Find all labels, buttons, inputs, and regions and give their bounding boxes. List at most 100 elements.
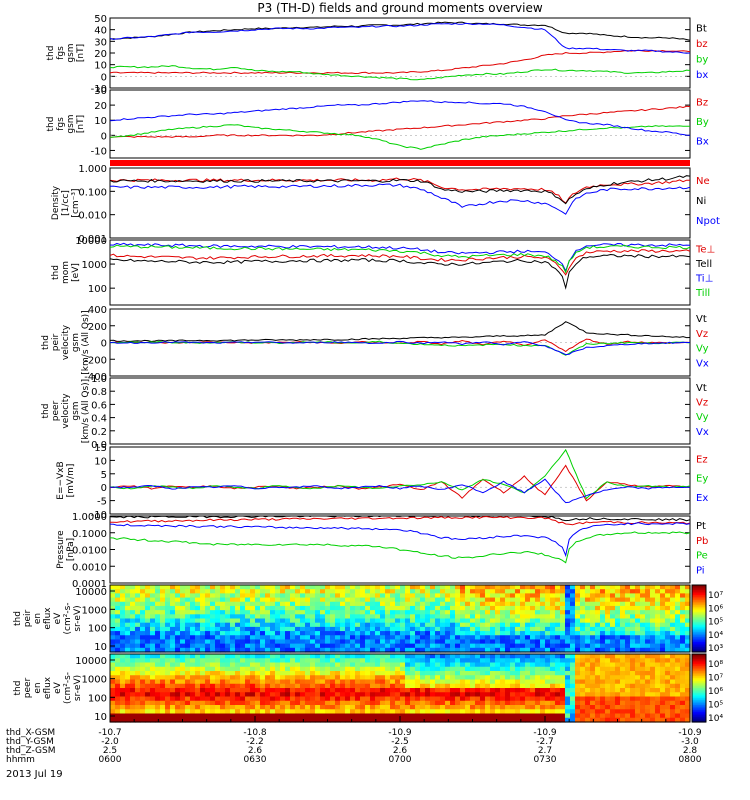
heatmap-cell: [480, 696, 486, 702]
heatmap-cell: [275, 626, 281, 632]
heatmap-cell: [220, 610, 226, 615]
heatmap-cell: [660, 666, 666, 672]
heatmap-cell: [250, 688, 256, 693]
y-tick-label: 0.0001: [72, 579, 107, 590]
heatmap-cell: [240, 662, 246, 668]
heatmap-cell: [130, 601, 136, 607]
heatmap-cell: [180, 635, 186, 641]
heatmap-cell: [245, 585, 251, 590]
heatmap-cell: [520, 635, 526, 641]
heatmap-cell: [445, 692, 451, 698]
heatmap-cell: [615, 679, 621, 685]
heatmap-cell: [455, 654, 461, 659]
heatmap-cell: [200, 647, 206, 653]
heatmap-cell: [560, 589, 566, 594]
heatmap-cell: [460, 675, 466, 681]
heatmap-cell: [355, 601, 361, 607]
heatmap-cell: [650, 675, 656, 681]
heatmap-cell: [325, 666, 331, 672]
panel-frame: [109, 239, 691, 306]
heatmap-cell: [405, 643, 411, 649]
heatmap-cell: [300, 709, 306, 715]
heatmap-cell: [205, 589, 211, 594]
y-tick-label: 100: [88, 693, 107, 704]
heatmap-cell: [225, 696, 231, 702]
heatmap-cell: [580, 666, 586, 672]
heatmap-cell: [125, 631, 131, 636]
heatmap-cell: [315, 692, 321, 698]
heatmap-cell: [225, 635, 231, 641]
heatmap-cell: [285, 647, 291, 653]
heatmap-cell: [485, 614, 491, 620]
heatmap-cell: [435, 614, 441, 620]
heatmap-cell: [495, 585, 501, 590]
colorbar-cell: [692, 679, 706, 682]
heatmap-cell: [610, 683, 616, 689]
heatmap-cell: [385, 713, 391, 719]
heatmap-cell: [300, 700, 306, 706]
heatmap-cell: [590, 605, 596, 611]
heatmap-cell: [575, 589, 581, 594]
heatmap-cell: [205, 593, 211, 599]
heatmap-cell: [430, 675, 436, 681]
heatmap-cell: [350, 700, 356, 706]
heatmap-cell: [485, 671, 491, 676]
heatmap-cell: [430, 713, 436, 719]
heatmap-cell: [110, 700, 116, 706]
heatmap-cell: [225, 679, 231, 685]
heatmap-cell: [125, 679, 131, 685]
heatmap-cell: [550, 626, 556, 632]
heatmap-cell: [630, 696, 636, 702]
heatmap-cell: [300, 679, 306, 685]
heatmap-cell: [245, 631, 251, 636]
heatmap-cell: [480, 614, 486, 620]
heatmap-cell: [680, 688, 686, 693]
heatmap-cell: [455, 597, 461, 603]
heatmap-cell: [195, 589, 201, 594]
heatmap-cell: [565, 679, 571, 685]
heatmap-cell: [240, 696, 246, 702]
heatmap-cell: [120, 593, 126, 599]
heatmap-cell: [680, 626, 686, 632]
heatmap-cell: [630, 683, 636, 689]
heatmap-cell: [305, 605, 311, 611]
heatmap-cell: [305, 692, 311, 698]
colorbar-cell: [692, 677, 706, 681]
heatmap-cell: [665, 643, 671, 649]
heatmap-cell: [280, 717, 286, 723]
heatmap-cell: [140, 614, 146, 620]
heatmap-cell: [440, 705, 446, 710]
y-axis-label: [1/cc]: [61, 190, 71, 216]
heatmap-cell: [425, 647, 431, 653]
heatmap-cell: [595, 647, 601, 653]
heatmap-cell: [460, 618, 466, 624]
colorbar-label: 10⁶: [708, 687, 723, 697]
heatmap-cell: [315, 631, 321, 636]
heatmap-cell: [525, 631, 531, 636]
heatmap-cell: [380, 692, 386, 698]
heatmap-cell: [320, 675, 326, 681]
heatmap-cell: [550, 585, 556, 590]
heatmap-cell: [150, 585, 156, 590]
series-line-2: [110, 478, 690, 504]
heatmap-cell: [460, 589, 466, 594]
heatmap-cell: [630, 610, 636, 615]
heatmap-cell: [300, 713, 306, 719]
heatmap-cell: [605, 622, 611, 628]
heatmap-cell: [625, 688, 631, 693]
heatmap-cell: [515, 688, 521, 693]
heatmap-cell: [515, 705, 521, 710]
heatmap-cell: [300, 635, 306, 641]
heatmap-cell: [220, 622, 226, 628]
colorbar-cell: [692, 688, 706, 691]
heatmap-cell: [555, 709, 561, 715]
heatmap-cell: [275, 614, 281, 620]
heatmap-cell: [550, 717, 556, 723]
heatmap-cell: [210, 585, 216, 590]
heatmap-cell: [285, 671, 291, 676]
heatmap-cell: [360, 705, 366, 710]
heatmap-cell: [595, 643, 601, 649]
heatmap-cell: [635, 647, 641, 653]
heatmap-cell: [345, 688, 351, 693]
